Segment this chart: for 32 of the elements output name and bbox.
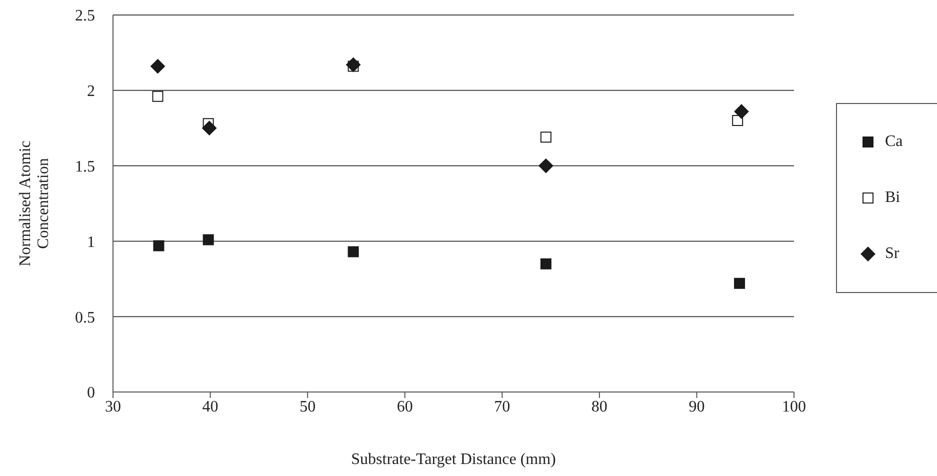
y-tick-label: 0.5 <box>75 309 95 326</box>
legend-label: Sr <box>885 245 900 263</box>
point <box>152 90 164 102</box>
legend-label: Bi <box>885 189 900 207</box>
point <box>153 240 164 252</box>
x-tick-label: 30 <box>105 398 121 416</box>
x-tick-label: 50 <box>300 398 316 416</box>
y-tick-label: 0 <box>87 384 95 402</box>
y-tick-label: 1.5 <box>75 158 95 176</box>
x-tick-label: 100 <box>782 398 806 416</box>
point <box>734 278 746 289</box>
point <box>348 246 359 258</box>
legend-label: Ca <box>885 133 903 151</box>
y-tick-label: 2 <box>87 83 95 100</box>
y-tick-label: 2.5 <box>75 8 95 25</box>
y-axis-title: Normalised Atomic Concentration <box>17 140 52 266</box>
x-tick-label: 40 <box>202 398 218 416</box>
x-tick-label: 60 <box>396 398 413 416</box>
point <box>540 258 552 270</box>
point <box>202 120 217 136</box>
point <box>540 132 552 143</box>
point <box>538 158 554 174</box>
point <box>734 104 749 119</box>
x-tick-label: 90 <box>688 398 705 416</box>
x-tick-label: 70 <box>494 398 510 416</box>
point <box>732 115 744 126</box>
x-axis-title: Substrate-Target Distance (mm) <box>351 451 556 468</box>
y-tick-label: 1 <box>87 234 95 251</box>
point <box>202 234 214 246</box>
point <box>150 59 165 74</box>
x-tick-label: 80 <box>591 398 608 416</box>
point <box>346 58 361 72</box>
